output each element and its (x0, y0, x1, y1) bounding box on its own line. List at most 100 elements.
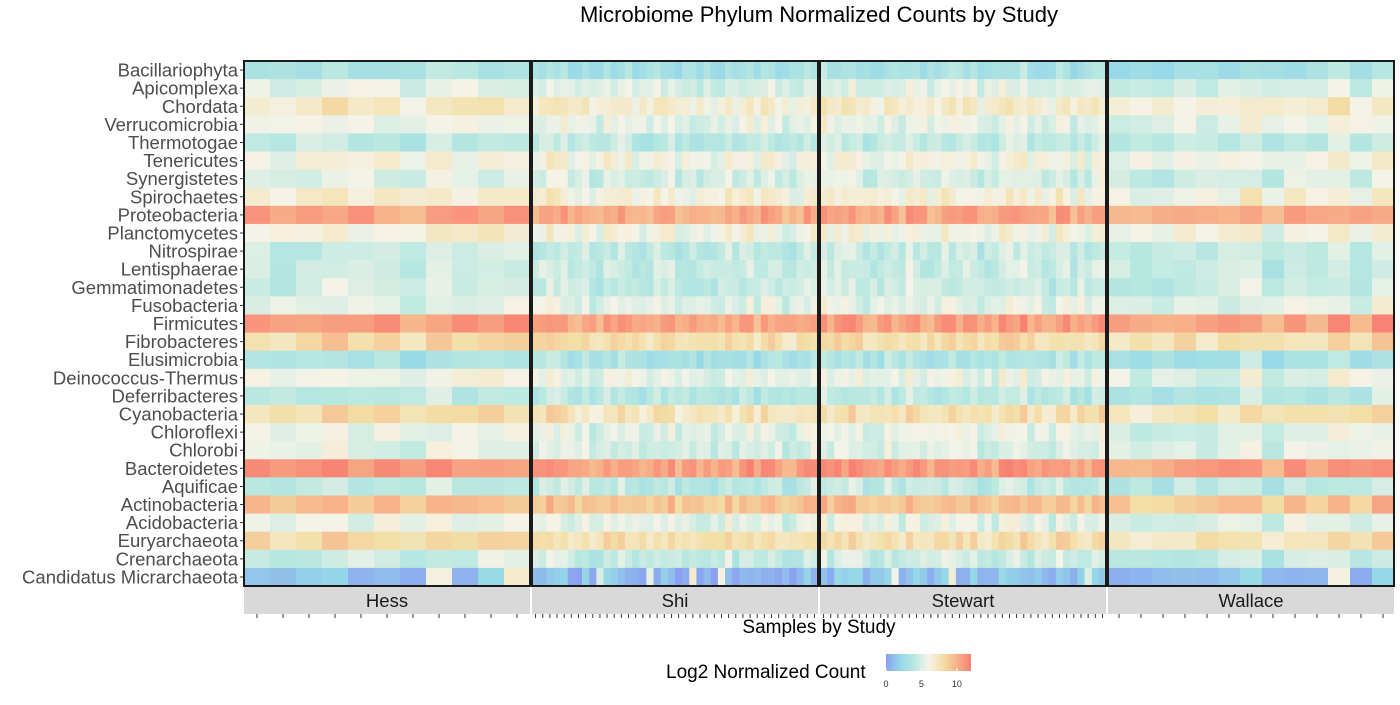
heatmap-cell (1070, 115, 1078, 134)
heatmap-cell (1070, 133, 1078, 152)
heatmap-cell (782, 205, 790, 225)
heatmap-cell (963, 260, 971, 279)
heatmap-cell (624, 332, 633, 352)
heatmap-cell (970, 567, 978, 587)
heatmap-cell (1055, 513, 1064, 533)
heatmap-cell (1152, 332, 1175, 352)
heatmap-cell (567, 513, 576, 533)
heatmap-cell (977, 441, 985, 460)
heatmap-cell (532, 205, 540, 225)
heatmap-cell (1130, 513, 1153, 533)
heatmap-cell (689, 332, 697, 352)
heatmap-cell (855, 404, 864, 424)
heatmap-cell (610, 332, 619, 352)
heatmap-cell (567, 549, 576, 569)
heatmap-cell (870, 495, 878, 514)
heatmap-cell (725, 296, 733, 315)
heatmap-cell (296, 260, 323, 279)
heatmap-cell (920, 187, 928, 207)
heatmap-cell (574, 260, 583, 279)
heatmap-cell (1306, 368, 1329, 388)
heatmap-cell (553, 187, 561, 207)
heatmap-cell (1063, 169, 1071, 189)
heatmap-cell (870, 513, 878, 533)
heatmap-cell (1084, 404, 1093, 424)
heatmap-cell (574, 97, 583, 116)
heatmap-cell (1070, 61, 1078, 80)
heatmap-cell (870, 423, 878, 442)
heatmap-cell (532, 223, 540, 243)
heatmap-cell (1013, 205, 1021, 225)
heatmap-cell (753, 169, 762, 189)
heatmap-cell (1027, 169, 1035, 189)
heatmap-cell (1174, 296, 1197, 315)
heatmap-cell (696, 278, 704, 297)
heatmap-cell (841, 314, 849, 333)
heatmap-cell (1084, 314, 1093, 333)
heatmap-cell (920, 423, 928, 442)
heatmap-cell (639, 260, 647, 279)
heatmap-cell (452, 513, 479, 533)
heatmap-cell (667, 513, 676, 533)
heatmap-cell (1027, 242, 1035, 261)
heatmap-cell (732, 332, 740, 352)
heatmap-cell (1108, 242, 1131, 261)
heatmap-cell (998, 404, 1007, 424)
heatmap-cell (732, 459, 740, 478)
heatmap-cell (452, 97, 479, 116)
heatmap-cell (827, 332, 835, 352)
heatmap-cell (675, 223, 683, 243)
heatmap-cell (760, 332, 769, 352)
heatmap-cell (452, 477, 479, 496)
heatmap-cell (920, 296, 928, 315)
heatmap-cell (560, 79, 569, 98)
heatmap-cell (1372, 350, 1395, 370)
heatmap-cell (1041, 61, 1050, 80)
heatmap-cell (1034, 242, 1043, 261)
heatmap-cell (827, 495, 835, 514)
heatmap-cell (760, 169, 769, 189)
heatmap-cell (717, 531, 726, 551)
heatmap-cell (617, 151, 626, 171)
heatmap-cell (963, 314, 971, 333)
heatmap-cell (841, 531, 849, 551)
heatmap-cell (504, 477, 531, 496)
heatmap-cell (553, 350, 561, 370)
heatmap-cell (877, 205, 885, 225)
heatmap-cell (624, 61, 633, 80)
heatmap-cell (478, 513, 505, 533)
heatmap-cell (504, 61, 531, 80)
heatmap-cell (1350, 350, 1373, 370)
heatmap-cell (1098, 332, 1107, 352)
heatmap-cell (905, 187, 914, 207)
heatmap-cell (296, 242, 323, 261)
heatmap-cell (632, 495, 640, 514)
heatmap-cell (927, 242, 935, 261)
heatmap-cell (653, 423, 662, 442)
heatmap-cell (1034, 133, 1043, 152)
heatmap-cell (827, 133, 835, 152)
heatmap-cell (374, 350, 401, 370)
heatmap-cell (582, 350, 590, 370)
heatmap-cell (582, 441, 590, 460)
heatmap-cell (244, 459, 271, 478)
heatmap-cell (675, 350, 683, 370)
heatmap-cell (848, 350, 857, 370)
heatmap-cell (803, 61, 812, 80)
heatmap-cell (624, 459, 633, 478)
heatmap-cell (574, 79, 583, 98)
heatmap-cell (848, 133, 857, 152)
heatmap-cell (653, 61, 662, 80)
heatmap-cell (244, 223, 271, 243)
heatmap-cell (539, 79, 547, 98)
heatmap-cell (1055, 404, 1064, 424)
heatmap-cell (862, 151, 871, 171)
heatmap-cell (739, 477, 747, 496)
heatmap-cell (991, 423, 1000, 442)
heatmap-cell (717, 79, 726, 98)
heatmap-cell (689, 404, 697, 424)
heatmap-cell (1084, 115, 1093, 134)
heatmap-cell (582, 549, 590, 569)
heatmap-cell (753, 513, 762, 533)
heatmap-cell (1098, 169, 1107, 189)
